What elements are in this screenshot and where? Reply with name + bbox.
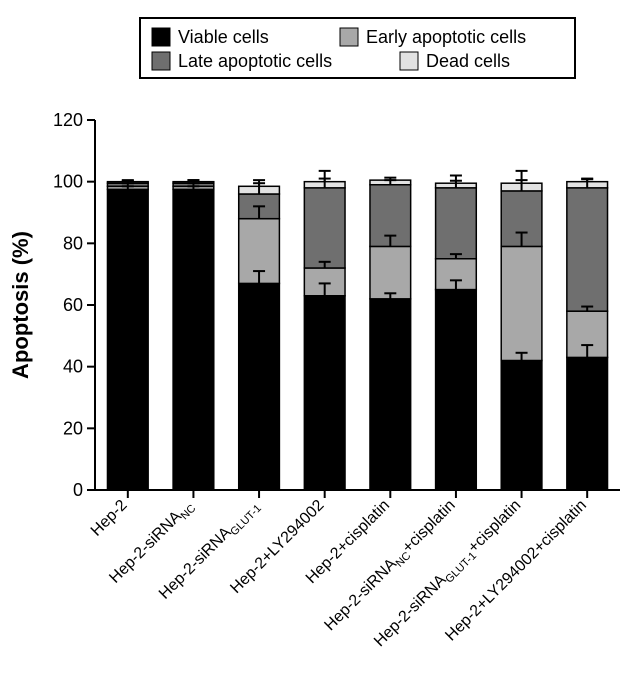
bar-early <box>501 246 542 360</box>
legend-swatch-late <box>152 52 170 70</box>
bar-viable <box>567 357 608 490</box>
y-axis-label: Apoptosis (%) <box>8 231 33 379</box>
ytick-label: 120 <box>53 110 83 130</box>
bar-late <box>436 188 477 259</box>
legend-swatch-dead <box>400 52 418 70</box>
bar-viable <box>173 189 214 490</box>
bar-late <box>567 188 608 311</box>
bar-viable <box>370 299 411 490</box>
chart-container: Viable cells Early apoptotic cells Late ap… <box>0 0 644 697</box>
ytick-label: 40 <box>63 357 83 377</box>
ytick-label: 80 <box>63 233 83 253</box>
bar-early <box>370 246 411 298</box>
bar-viable <box>501 361 542 491</box>
bar-viable <box>304 296 345 490</box>
ytick-label: 20 <box>63 418 83 438</box>
ytick-label: 100 <box>53 172 83 192</box>
bar-viable <box>239 283 280 490</box>
legend-label-late: Late apoptotic cells <box>178 51 332 71</box>
legend-label-viable: Viable cells <box>178 27 269 47</box>
legend-swatch-viable <box>152 28 170 46</box>
legend-label-early: Early apoptotic cells <box>366 27 526 47</box>
bar-viable <box>107 189 148 490</box>
chart-svg: Viable cells Early apoptotic cells Late ap… <box>0 0 644 697</box>
legend-label-dead: Dead cells <box>426 51 510 71</box>
ytick-label: 0 <box>73 480 83 500</box>
category-label: Hep-2-siRNANC+cisplatin <box>321 497 461 637</box>
category-label: Hep-2 <box>88 497 131 540</box>
ytick-label: 60 <box>63 295 83 315</box>
bar-viable <box>436 290 477 490</box>
bar-late <box>304 188 345 268</box>
legend-swatch-early <box>340 28 358 46</box>
